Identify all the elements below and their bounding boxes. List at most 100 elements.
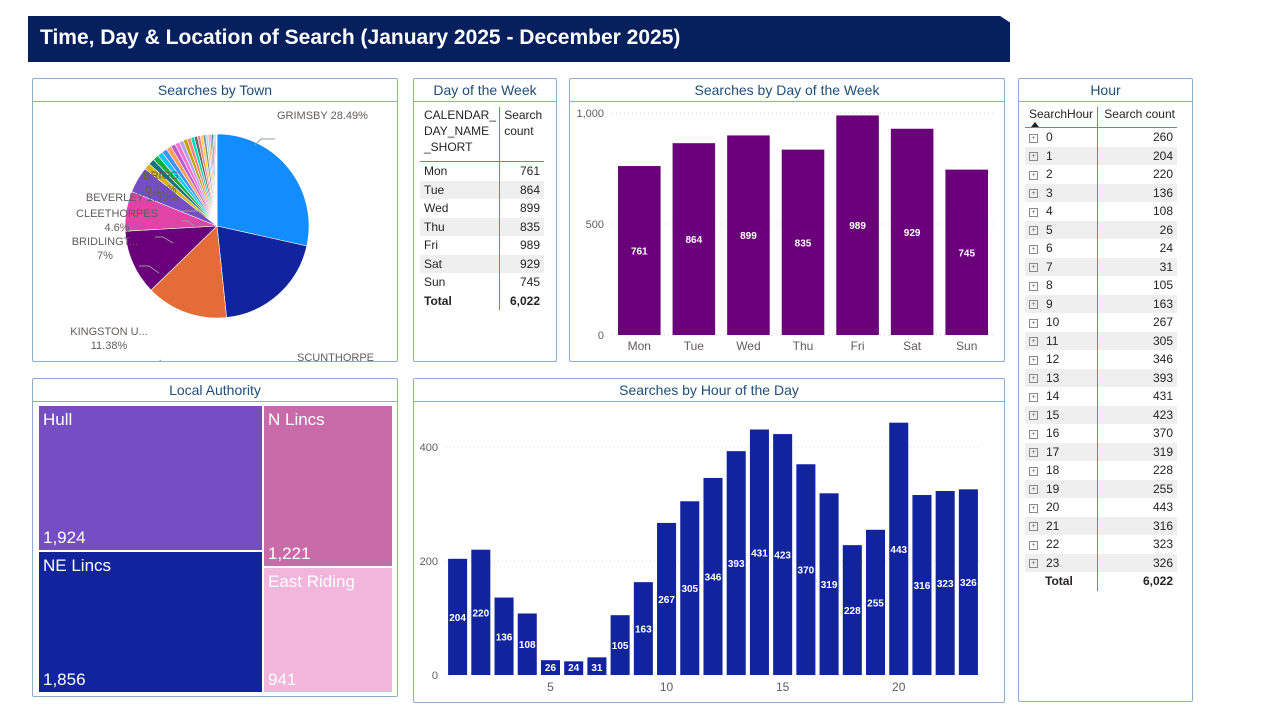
table-row[interactable]: +8 105 bbox=[1025, 276, 1177, 295]
expand-icon[interactable]: + bbox=[1029, 300, 1038, 310]
table-row[interactable]: +13 393 bbox=[1025, 368, 1177, 387]
bar[interactable] bbox=[958, 489, 978, 675]
bar[interactable] bbox=[773, 434, 793, 675]
bar[interactable] bbox=[680, 501, 700, 675]
bar[interactable] bbox=[471, 549, 491, 675]
pie-slice[interactable] bbox=[124, 225, 218, 291]
table-row[interactable]: +19 255 bbox=[1025, 479, 1177, 498]
bar[interactable] bbox=[672, 143, 716, 335]
hour-col-count[interactable]: Search count bbox=[1097, 107, 1177, 128]
expand-icon[interactable]: + bbox=[1029, 318, 1038, 328]
table-row[interactable]: Wed 899 bbox=[420, 199, 544, 218]
bar[interactable] bbox=[912, 495, 932, 675]
table-row[interactable]: Fri 989 bbox=[420, 236, 544, 255]
table-row[interactable]: +23 326 bbox=[1025, 553, 1177, 572]
bar[interactable] bbox=[540, 660, 560, 675]
expand-icon[interactable]: + bbox=[1029, 466, 1038, 476]
bar[interactable] bbox=[726, 451, 746, 675]
expand-icon[interactable]: + bbox=[1029, 503, 1038, 513]
expand-icon[interactable]: + bbox=[1029, 448, 1038, 458]
bar[interactable] bbox=[945, 169, 988, 335]
table-row[interactable]: +21 316 bbox=[1025, 516, 1177, 535]
treemap-tile[interactable]: Hull 1,924 bbox=[39, 406, 262, 550]
pie-slice[interactable] bbox=[216, 225, 308, 318]
treemap-tile[interactable]: N Lincs 1,221 bbox=[264, 406, 392, 566]
expand-icon[interactable]: + bbox=[1029, 170, 1038, 180]
table-row[interactable]: +20 443 bbox=[1025, 498, 1177, 517]
bar[interactable] bbox=[935, 491, 955, 675]
bar[interactable] bbox=[633, 582, 653, 675]
dow-bar-chart[interactable]: 0 500 1,000 761 Mon 864 Tue 899 Wed 835 Thu 989 Fri 9… bbox=[570, 103, 1004, 361]
table-row[interactable]: +22 323 bbox=[1025, 535, 1177, 554]
bar[interactable] bbox=[819, 493, 839, 675]
expand-icon[interactable]: + bbox=[1029, 355, 1038, 365]
expand-icon[interactable]: + bbox=[1029, 337, 1038, 347]
expand-icon[interactable]: + bbox=[1029, 374, 1038, 384]
table-row[interactable]: Thu 835 bbox=[420, 217, 544, 236]
town-pie-chart[interactable]: GRIMSBY 28.49%SCUNTHORPE19.85%HULL 14.38… bbox=[33, 103, 397, 361]
bar[interactable] bbox=[564, 661, 584, 675]
expand-icon[interactable]: + bbox=[1029, 485, 1038, 495]
bar[interactable] bbox=[657, 522, 677, 675]
table-row[interactable]: +1 204 bbox=[1025, 146, 1177, 165]
expand-icon[interactable]: + bbox=[1029, 263, 1038, 273]
expand-icon[interactable]: + bbox=[1029, 392, 1038, 402]
bar[interactable] bbox=[836, 115, 879, 335]
dow-col-day[interactable]: CALENDAR_ DAY_NAME _SHORT bbox=[420, 107, 500, 162]
pie-slice[interactable] bbox=[216, 133, 310, 247]
table-row[interactable]: +6 24 bbox=[1025, 239, 1177, 258]
bar[interactable] bbox=[866, 529, 886, 675]
bar[interactable] bbox=[610, 615, 630, 675]
table-row[interactable]: Sat 929 bbox=[420, 254, 544, 273]
expand-icon[interactable]: + bbox=[1029, 133, 1038, 143]
dow-col-count[interactable]: Search count bbox=[499, 107, 544, 162]
expand-icon[interactable]: + bbox=[1029, 540, 1038, 550]
bar[interactable] bbox=[727, 135, 770, 335]
table-row[interactable]: Tue 864 bbox=[420, 180, 544, 199]
expand-icon[interactable]: + bbox=[1029, 226, 1038, 236]
bar[interactable] bbox=[494, 597, 514, 675]
pie-slice[interactable] bbox=[150, 225, 227, 319]
treemap-tile[interactable]: NE Lincs 1,856 bbox=[39, 552, 262, 692]
bar[interactable] bbox=[587, 657, 607, 675]
bar[interactable] bbox=[703, 477, 723, 675]
expand-icon[interactable]: + bbox=[1029, 522, 1038, 532]
expand-icon[interactable]: + bbox=[1029, 207, 1038, 217]
bar[interactable] bbox=[889, 422, 909, 675]
table-row[interactable]: +9 163 bbox=[1025, 294, 1177, 313]
table-row[interactable]: +10 267 bbox=[1025, 313, 1177, 332]
expand-icon[interactable]: + bbox=[1029, 244, 1038, 254]
table-row[interactable]: +18 228 bbox=[1025, 461, 1177, 480]
bar[interactable] bbox=[517, 613, 537, 675]
expand-icon[interactable]: + bbox=[1029, 152, 1038, 162]
table-row[interactable]: +3 136 bbox=[1025, 183, 1177, 202]
expand-icon[interactable]: + bbox=[1029, 559, 1038, 569]
table-row[interactable]: +5 26 bbox=[1025, 220, 1177, 239]
table-row[interactable]: +15 423 bbox=[1025, 405, 1177, 424]
table-row[interactable]: +11 305 bbox=[1025, 331, 1177, 350]
bar[interactable] bbox=[796, 464, 816, 675]
hour-col-hour[interactable]: SearchHour bbox=[1025, 107, 1098, 128]
expand-icon[interactable]: + bbox=[1029, 281, 1038, 291]
bar[interactable] bbox=[448, 558, 468, 675]
table-row[interactable]: +0 260 bbox=[1025, 127, 1177, 147]
bar[interactable] bbox=[842, 545, 862, 675]
expand-icon[interactable]: + bbox=[1029, 429, 1038, 439]
table-row[interactable]: +7 31 bbox=[1025, 257, 1177, 276]
table-row[interactable]: +2 220 bbox=[1025, 165, 1177, 184]
table-row[interactable]: +4 108 bbox=[1025, 202, 1177, 221]
bar[interactable] bbox=[890, 128, 934, 335]
bar[interactable] bbox=[781, 149, 825, 335]
table-row[interactable]: +17 319 bbox=[1025, 442, 1177, 461]
expand-icon[interactable]: + bbox=[1029, 411, 1038, 421]
bar[interactable] bbox=[749, 429, 769, 675]
table-row[interactable]: +12 346 bbox=[1025, 350, 1177, 369]
table-row[interactable]: +16 370 bbox=[1025, 424, 1177, 443]
table-row[interactable]: Sun 745 bbox=[420, 273, 544, 292]
treemap-tile[interactable]: East Riding 941 bbox=[264, 568, 392, 692]
bar[interactable] bbox=[618, 166, 661, 335]
expand-icon[interactable]: + bbox=[1029, 189, 1038, 199]
table-row[interactable]: +14 431 bbox=[1025, 387, 1177, 406]
table-row[interactable]: Mon 761 bbox=[420, 161, 544, 181]
